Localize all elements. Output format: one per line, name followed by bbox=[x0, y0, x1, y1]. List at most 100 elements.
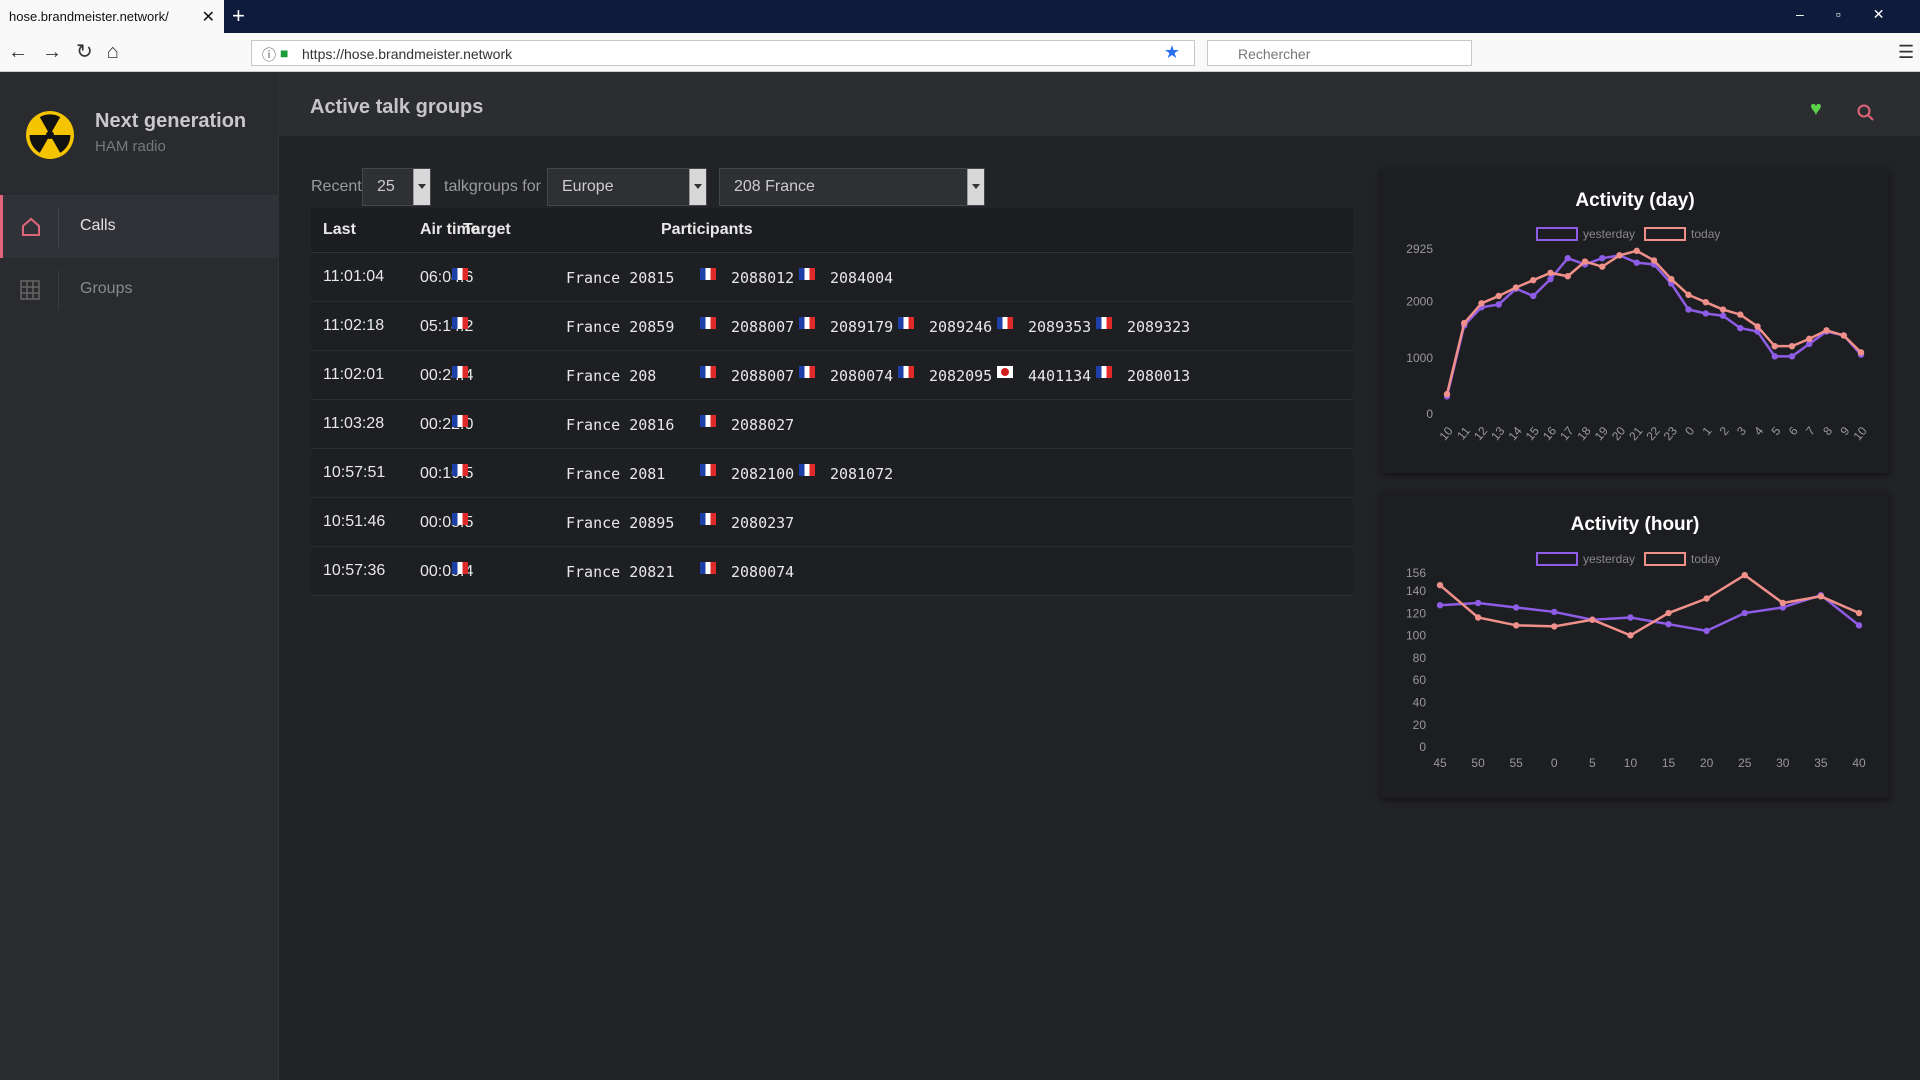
table-row: 10:57:36 00:05.4 France 20821 2080074 bbox=[311, 547, 1353, 596]
search-box[interactable]: Rechercher bbox=[1207, 40, 1472, 66]
search-icon[interactable] bbox=[1857, 104, 1875, 122]
tagline: HAM radio bbox=[95, 138, 166, 155]
participant[interactable]: 2088012 bbox=[731, 269, 795, 287]
data-point bbox=[1703, 595, 1710, 602]
browser-tab[interactable]: hose.brandmeister.network/ ✕ bbox=[0, 0, 224, 33]
last-time: 11:03:28 bbox=[323, 415, 385, 432]
home-icon bbox=[22, 217, 40, 236]
x-tick-label: 45 bbox=[1433, 756, 1447, 770]
participant[interactable]: 2080237 bbox=[731, 514, 795, 532]
participant[interactable]: 2081072 bbox=[830, 465, 894, 483]
flag-fr bbox=[898, 366, 914, 378]
flag-jp bbox=[997, 366, 1013, 378]
legend-swatch bbox=[1644, 552, 1687, 566]
nav-item[interactable]: Groups bbox=[0, 258, 279, 321]
heart-icon[interactable]: ♥ bbox=[1810, 98, 1822, 120]
data-point bbox=[1627, 632, 1634, 639]
data-point bbox=[1719, 306, 1727, 313]
x-tick-label: 1 bbox=[1699, 424, 1714, 438]
participant[interactable]: 2088007 bbox=[731, 318, 795, 336]
page-title: Active talk groups bbox=[310, 96, 484, 118]
participant[interactable]: 2084004 bbox=[830, 269, 894, 287]
chart-title: Activity (day) bbox=[1575, 190, 1694, 211]
nav-buttons[interactable]: ←→↻⌂ bbox=[8, 41, 133, 63]
participant[interactable]: 2082100 bbox=[731, 465, 795, 483]
data-point bbox=[1779, 599, 1787, 607]
data-point bbox=[1512, 604, 1520, 611]
flag-fr bbox=[799, 464, 815, 476]
data-point bbox=[1771, 353, 1778, 360]
x-tick-label: 23 bbox=[1661, 424, 1681, 443]
url-bar[interactable]: https://hose.brandmeister.network ⓘ ■ ★ bbox=[251, 40, 1195, 66]
data-point bbox=[1665, 609, 1672, 617]
participant[interactable]: 2080013 bbox=[1127, 367, 1191, 385]
participant[interactable]: 2088027 bbox=[731, 416, 795, 434]
y-tick-label: 2000 bbox=[1406, 294, 1433, 308]
target[interactable]: France 2081 bbox=[566, 465, 666, 483]
tab-close[interactable]: ✕ bbox=[201, 9, 215, 26]
participant[interactable]: 2082095 bbox=[929, 367, 993, 385]
target[interactable]: France 20895 bbox=[566, 514, 675, 532]
data-point bbox=[1702, 298, 1709, 306]
menu-button[interactable]: ☰ bbox=[1898, 42, 1915, 62]
data-point bbox=[1685, 306, 1692, 313]
url: https://hose.brandmeister.network bbox=[302, 46, 513, 62]
data-point bbox=[1474, 614, 1482, 621]
flag-dot bbox=[1001, 368, 1009, 376]
x-tick-label: 0 bbox=[1682, 424, 1697, 438]
table-row: 11:03:28 00:22.0 France 20816 2088027 bbox=[311, 400, 1353, 449]
x-tick-label: 0 bbox=[1551, 756, 1558, 770]
nav-item-active[interactable]: Calls bbox=[0, 195, 279, 258]
data-point bbox=[1436, 581, 1444, 589]
flag-fr bbox=[799, 317, 815, 329]
y-tick-label: 80 bbox=[1413, 651, 1427, 665]
flag-fr bbox=[700, 317, 716, 329]
data-point bbox=[1737, 311, 1744, 318]
table-row: 10:57:51 00:10.5 France 2081 2082100 2081072 bbox=[311, 449, 1353, 498]
target[interactable]: France 208 bbox=[566, 367, 657, 385]
x-tick-label: 5 bbox=[1768, 424, 1783, 438]
chart: Activity (day) yesterday today 0 1000 2000 292… bbox=[1406, 190, 1870, 443]
participant[interactable]: 2080074 bbox=[731, 563, 795, 581]
data-point bbox=[1806, 340, 1813, 348]
participant[interactable]: 2089353 bbox=[1028, 318, 1092, 336]
region-select[interactable]: Europe bbox=[547, 168, 707, 206]
data-point bbox=[1564, 254, 1571, 262]
country-select[interactable]: 208 France bbox=[719, 168, 985, 206]
column-header: Air time bbox=[420, 221, 480, 238]
bookmark-star[interactable]: ★ bbox=[1163, 42, 1180, 62]
participant[interactable]: 4401134 bbox=[1028, 367, 1092, 385]
for-label: talkgroups for bbox=[444, 178, 541, 195]
search-placeholder: Rechercher bbox=[1238, 46, 1311, 62]
data-point bbox=[1806, 335, 1813, 343]
target[interactable]: France 20821 bbox=[566, 563, 675, 581]
data-point bbox=[1547, 269, 1554, 277]
flag-fr bbox=[452, 268, 468, 280]
data-point bbox=[1817, 593, 1825, 600]
x-tick-label: 9 bbox=[1837, 424, 1852, 438]
y-tick-label: 1000 bbox=[1406, 351, 1433, 365]
participant[interactable]: 2089179 bbox=[830, 318, 894, 336]
target[interactable]: France 20859 bbox=[566, 318, 675, 336]
target[interactable]: France 20816 bbox=[566, 416, 675, 434]
last-time: 11:02:18 bbox=[323, 317, 385, 334]
data-point bbox=[1840, 332, 1847, 339]
participant[interactable]: 2089323 bbox=[1127, 318, 1191, 336]
recent-label: Recent bbox=[311, 178, 362, 195]
flag-fr bbox=[997, 317, 1013, 329]
legend-label: yesterday bbox=[1583, 227, 1635, 241]
y-tick-label: 2925 bbox=[1406, 242, 1433, 256]
legend-label: today bbox=[1691, 227, 1720, 241]
site-info[interactable]: ⓘ bbox=[262, 47, 276, 63]
participant[interactable]: 2080074 bbox=[830, 367, 894, 385]
flag-fr bbox=[452, 513, 468, 525]
recent-select[interactable]: 25 bbox=[362, 168, 431, 206]
participant[interactable]: 2088007 bbox=[731, 367, 795, 385]
participant[interactable]: 2089246 bbox=[929, 318, 993, 336]
window-controls[interactable]: –▫✕ bbox=[1796, 6, 1917, 22]
x-tick-label: 40 bbox=[1852, 756, 1866, 770]
new-tab[interactable]: + bbox=[232, 3, 245, 28]
flag-fr bbox=[452, 317, 468, 329]
target[interactable]: France 20815 bbox=[566, 269, 675, 287]
